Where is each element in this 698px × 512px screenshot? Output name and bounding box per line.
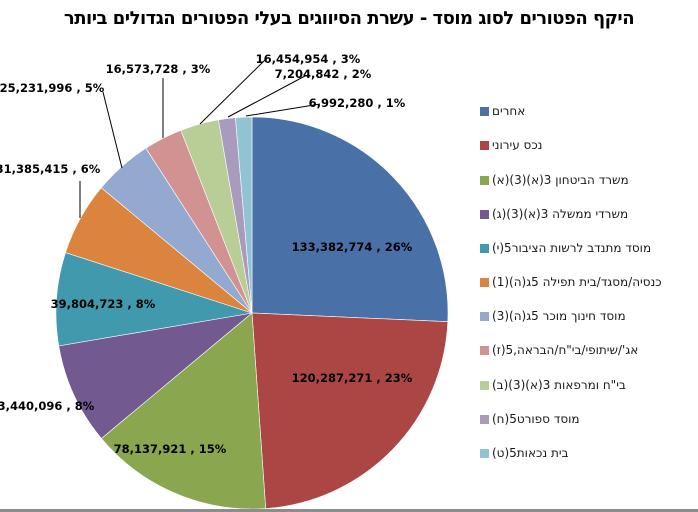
- data-label: 120,287,271 , 23%: [292, 371, 413, 385]
- data-label: 16,573,728 , 3%: [106, 62, 211, 76]
- data-label: 43,440,096 , 8%: [0, 399, 95, 413]
- legend-swatch: [480, 243, 489, 253]
- pie-slice: [251, 312, 449, 509]
- legend-swatch: [480, 311, 489, 321]
- legend-item: אג'/שיתופי/בי"ח/הבראה,5(ז): [480, 340, 638, 360]
- legend-item: בית נכאות5(ט): [480, 443, 568, 463]
- pie-slice: [100, 312, 267, 510]
- legend-label: מוסד ספורט5(ח): [492, 412, 580, 426]
- pie-slices: [55, 116, 449, 510]
- legend-label: משרדי ממשלה 3(א)(3)(ג): [492, 207, 629, 221]
- legend-item: מוסד מתנדב לרשות הציבור5(י): [480, 238, 651, 258]
- legend-item: נכס עירוני: [480, 135, 542, 155]
- legend-label: מוסד מתנדב לרשות הציבור5(י): [492, 241, 652, 255]
- pie-slice: [251, 116, 449, 322]
- legend-swatch: [480, 175, 489, 185]
- leader-line: [245, 103, 321, 117]
- data-labels: 133,382,774 , 26% 120,287,271 , 23% 78,137…: [0, 52, 413, 456]
- pie-slice: [55, 252, 253, 347]
- leader-line: [227, 75, 306, 118]
- chart-title: היקף הפטורים לסוג מוסד - עשרת הסיווגים ב…: [63, 8, 635, 29]
- legend-item: מוסד ספורט5(ח): [480, 409, 580, 429]
- data-label: 25,231,996 , 5%: [0, 81, 105, 95]
- legend-swatch: [480, 209, 489, 219]
- legend-swatch: [480, 106, 489, 116]
- legend-swatch: [480, 140, 489, 150]
- data-label: 133,382,774 , 26%: [292, 240, 413, 254]
- legend-swatch: [480, 345, 489, 355]
- legend-label: אג'/שיתופי/בי"ח/הבראה,5(ז): [492, 343, 639, 357]
- legend-label: מוסד חינוך מוכר 5ג(ה)(3): [492, 309, 626, 323]
- data-label: 39,804,723 , 8%: [51, 297, 156, 311]
- legend-label: אחרים: [492, 104, 526, 118]
- legend-label: בי"ח ומרפאות 3(א)(3)(ב): [492, 378, 626, 392]
- legend-swatch: [480, 277, 489, 287]
- pie-slice: [58, 312, 254, 439]
- legend-item: משרד הביטחון 3(א)(3)(א): [480, 170, 629, 190]
- legend-item: אחרים: [480, 101, 525, 121]
- legend-label: בית נכאות5(ט): [492, 446, 569, 460]
- legend-item: מוסד חינוך מוכר 5ג(ה)(3): [480, 306, 626, 326]
- legend-label: כנסיה/מסגד/בית תפילה 5ג(ה)(1): [492, 275, 662, 289]
- legend-swatch: [480, 380, 489, 390]
- legend-item: משרדי ממשלה 3(א)(3)(ג): [480, 204, 628, 224]
- data-label: 7,204,842 , 2%: [275, 67, 372, 81]
- legend-item: בי"ח ומרפאות 3(א)(3)(ב): [480, 375, 626, 395]
- pie-slice: [235, 116, 253, 314]
- legend-label: משרד הביטחון 3(א)(3)(א): [492, 173, 629, 187]
- legend-swatch: [480, 414, 489, 424]
- data-label: 6,992,280 , 1%: [309, 96, 406, 110]
- legend-label: נכס עירוני: [492, 138, 543, 152]
- leader-lines: [79, 59, 321, 218]
- legend-item: כנסיה/מסגד/בית תפילה 5ג(ה)(1): [480, 272, 662, 292]
- data-label: 16,454,954 , 3%: [256, 52, 361, 66]
- data-label: 31,385,415 , 6%: [0, 162, 101, 176]
- leader-line: [199, 59, 266, 125]
- data-label: 78,137,921 , 15%: [114, 442, 227, 456]
- legend-swatch: [480, 448, 489, 458]
- bottom-border: [0, 509, 698, 512]
- leader-line: [102, 91, 123, 169]
